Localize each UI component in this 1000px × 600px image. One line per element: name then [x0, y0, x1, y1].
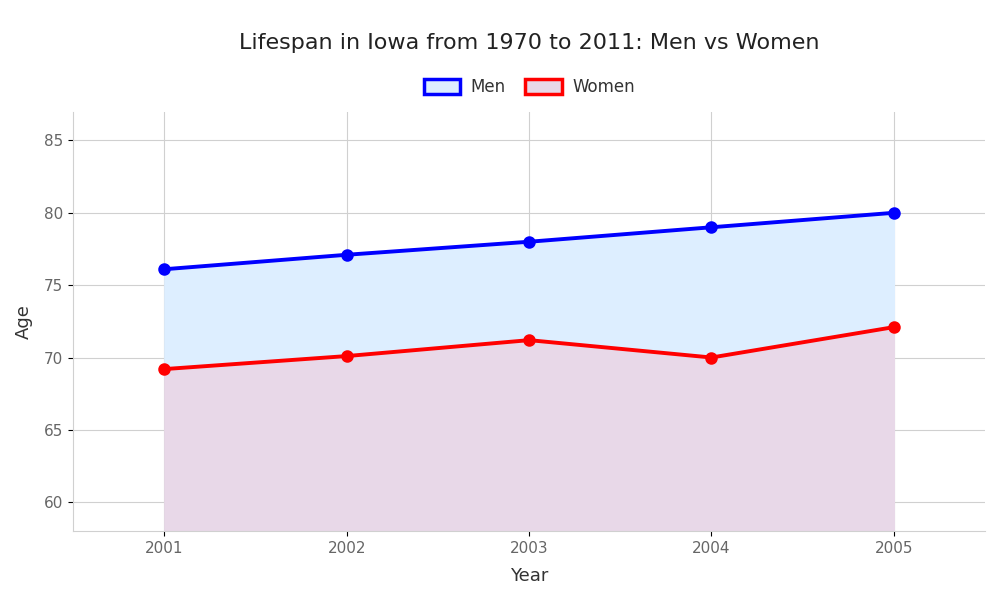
Y-axis label: Age: Age: [15, 304, 33, 339]
Legend: Men, Women: Men, Women: [424, 78, 635, 96]
Title: Lifespan in Iowa from 1970 to 2011: Men vs Women: Lifespan in Iowa from 1970 to 2011: Men …: [239, 33, 819, 53]
X-axis label: Year: Year: [510, 567, 548, 585]
